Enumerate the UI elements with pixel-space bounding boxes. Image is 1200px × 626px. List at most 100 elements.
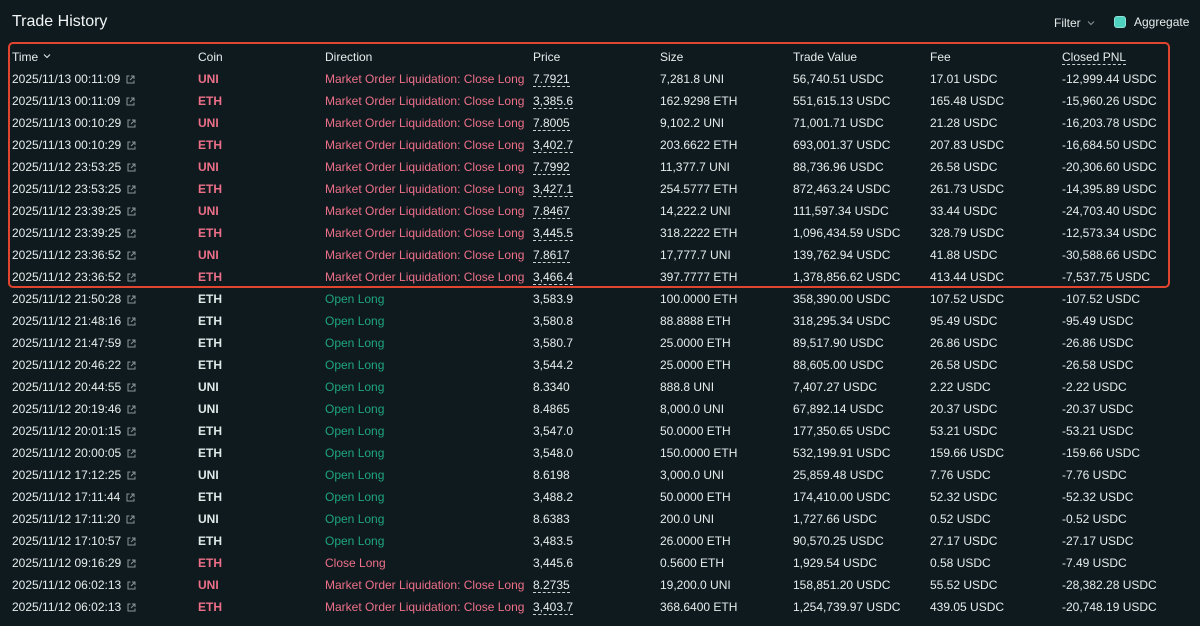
- trade-value-cell: 1,929.54 USDC: [793, 556, 878, 570]
- closed-pnl-cell: -52.32 USDC: [1062, 490, 1134, 504]
- external-link-icon[interactable]: [127, 185, 136, 194]
- coin-cell[interactable]: ETH: [198, 556, 222, 570]
- external-link-icon[interactable]: [126, 97, 135, 106]
- external-link-icon[interactable]: [127, 119, 136, 128]
- column-header-size[interactable]: Size: [660, 50, 684, 64]
- coin-cell[interactable]: ETH: [198, 424, 222, 438]
- coin-cell[interactable]: ETH: [198, 446, 222, 460]
- price-value: 3,385.6: [533, 94, 574, 109]
- time-cell: 2025/11/13 00:11:09: [12, 68, 135, 90]
- time-cell: 2025/11/12 20:01:15: [12, 420, 136, 442]
- external-link-icon[interactable]: [126, 75, 135, 84]
- column-header-coin[interactable]: Coin: [198, 50, 223, 64]
- size-cell: 888.8 UNI: [660, 380, 715, 394]
- price-cell: 7.7921: [533, 68, 570, 90]
- external-link-icon[interactable]: [127, 427, 136, 436]
- coin-cell[interactable]: UNI: [198, 116, 219, 130]
- size-cell: 88.8888 ETH: [660, 314, 731, 328]
- trade-value-cell: 90,570.25 USDC: [793, 534, 884, 548]
- external-link-icon[interactable]: [127, 361, 136, 370]
- price-value: 3,583.9: [533, 292, 574, 306]
- external-link-icon[interactable]: [127, 141, 136, 150]
- closed-pnl-cell: -26.58 USDC: [1062, 358, 1134, 372]
- time-cell: 2025/11/12 17:11:20: [12, 508, 135, 530]
- external-link-icon[interactable]: [127, 559, 136, 568]
- coin-cell[interactable]: UNI: [198, 248, 219, 262]
- time-cell: 2025/11/12 06:02:13: [12, 574, 136, 596]
- coin-cell[interactable]: ETH: [198, 534, 222, 548]
- external-link-icon[interactable]: [127, 229, 136, 238]
- coin-cell[interactable]: UNI: [198, 512, 219, 526]
- external-link-icon[interactable]: [127, 581, 136, 590]
- direction-cell: Close Long: [325, 556, 386, 570]
- column-header-trade-value[interactable]: Trade Value: [793, 50, 858, 64]
- external-link-icon[interactable]: [127, 603, 136, 612]
- trade-value-cell: 56,740.51 USDC: [793, 72, 884, 86]
- coin-cell[interactable]: UNI: [198, 578, 219, 592]
- aggregate-toggle[interactable]: Aggregate: [1114, 15, 1189, 29]
- table-body: 2025/11/13 00:11:09 UNI Market Order Liqui…: [0, 68, 1200, 618]
- trade-history-table: Time Coin Direction Price Size Trade Val…: [0, 46, 1200, 618]
- external-link-icon[interactable]: [127, 295, 136, 304]
- coin-cell[interactable]: UNI: [198, 402, 219, 416]
- coin-cell[interactable]: UNI: [198, 72, 219, 86]
- chevron-down-icon: [1087, 21, 1095, 26]
- external-link-icon[interactable]: [127, 383, 136, 392]
- external-link-icon[interactable]: [127, 251, 136, 260]
- coin-cell[interactable]: ETH: [198, 490, 222, 504]
- price-value: 7.8617: [533, 248, 570, 263]
- price-cell: 3,547.0: [533, 420, 573, 442]
- external-link-icon[interactable]: [127, 537, 136, 546]
- column-header-price[interactable]: Price: [533, 50, 561, 64]
- external-link-icon[interactable]: [127, 405, 136, 414]
- closed-pnl-cell: -7.49 USDC: [1062, 556, 1127, 570]
- column-header-time[interactable]: Time: [12, 46, 51, 68]
- table-row: 2025/11/12 20:19:46 UNI Open Long 8.4865 8,0…: [0, 398, 1200, 420]
- coin-cell[interactable]: UNI: [198, 160, 219, 174]
- direction-cell: Open Long: [325, 424, 385, 438]
- table-row: 2025/11/12 06:02:13 UNI Market Order Liqui…: [0, 574, 1200, 596]
- coin-cell[interactable]: ETH: [198, 94, 222, 108]
- time-value: 2025/11/13 00:10:29: [12, 116, 122, 130]
- fee-cell: 52.32 USDC: [930, 490, 998, 504]
- coin-cell[interactable]: ETH: [198, 292, 222, 306]
- trade-value-cell: 358,390.00 USDC: [793, 292, 891, 306]
- aggregate-checkbox[interactable]: [1114, 16, 1126, 28]
- external-link-icon[interactable]: [127, 273, 136, 282]
- closed-pnl-cell: -53.21 USDC: [1062, 424, 1134, 438]
- coin-cell[interactable]: UNI: [198, 468, 219, 482]
- external-link-icon[interactable]: [127, 449, 136, 458]
- price-value: 3,580.7: [533, 336, 574, 350]
- table-row: 2025/11/12 06:02:13 ETH Market Order Liqui…: [0, 596, 1200, 618]
- coin-cell[interactable]: ETH: [198, 270, 222, 284]
- external-link-icon[interactable]: [127, 207, 136, 216]
- time-cell: 2025/11/12 20:19:46: [12, 398, 136, 420]
- coin-cell[interactable]: ETH: [198, 358, 222, 372]
- external-link-icon[interactable]: [127, 317, 136, 326]
- time-value: 2025/11/12 23:53:25: [12, 160, 122, 174]
- column-header-direction[interactable]: Direction: [325, 50, 373, 64]
- external-link-icon[interactable]: [126, 493, 135, 502]
- time-cell: 2025/11/13 00:11:09: [12, 90, 135, 112]
- coin-cell[interactable]: ETH: [198, 314, 222, 328]
- trade-value-cell: 1,254,739.97 USDC: [793, 600, 901, 614]
- external-link-icon[interactable]: [127, 471, 136, 480]
- coin-cell[interactable]: ETH: [198, 600, 222, 614]
- filter-dropdown[interactable]: Filter: [1054, 16, 1095, 30]
- coin-cell[interactable]: UNI: [198, 380, 219, 394]
- table-row: 2025/11/12 20:46:22 ETH Open Long 3,544.2 25…: [0, 354, 1200, 376]
- column-header-closed-pnl[interactable]: Closed PNL: [1062, 46, 1127, 68]
- coin-cell[interactable]: ETH: [198, 182, 222, 196]
- external-link-icon[interactable]: [127, 339, 136, 348]
- direction-cell: Market Order Liquidation: Close Long: [325, 204, 525, 218]
- trade-value-cell: 318,295.34 USDC: [793, 314, 891, 328]
- coin-cell[interactable]: ETH: [198, 226, 222, 240]
- external-link-icon[interactable]: [126, 515, 135, 524]
- coin-cell[interactable]: ETH: [198, 336, 222, 350]
- aggregate-label: Aggregate: [1134, 15, 1190, 29]
- external-link-icon[interactable]: [127, 163, 136, 172]
- coin-cell[interactable]: UNI: [198, 204, 219, 218]
- column-header-fee[interactable]: Fee: [930, 50, 951, 64]
- table-row: 2025/11/12 09:16:29 ETH Close Long 3,445.6 0…: [0, 552, 1200, 574]
- coin-cell[interactable]: ETH: [198, 138, 222, 152]
